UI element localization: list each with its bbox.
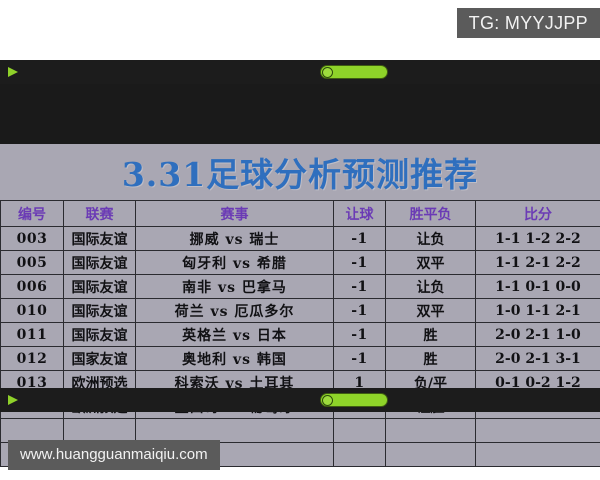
cell-handicap: -1 <box>333 226 386 251</box>
cell-no: 010 <box>0 298 64 323</box>
header-handicap: 让球 <box>333 200 386 227</box>
cell-no: 011 <box>0 322 64 347</box>
cell-empty <box>385 442 476 467</box>
cell-match: 匈牙利 vs 希腊 <box>135 250 334 275</box>
cell-result: 双平 <box>385 250 476 275</box>
table-body: 003 国际友谊 挪威 vs 瑞士 -1 让负 1-1 1-2 2-2 005 国际友谊 匈牙利… <box>0 226 600 467</box>
cell-handicap: -1 <box>333 298 386 323</box>
cell-result: 让负 <box>385 274 476 299</box>
cell-no: 006 <box>0 274 64 299</box>
cell-empty <box>0 418 64 443</box>
cell-handicap: -1 <box>333 274 386 299</box>
cell-handicap: -1 <box>333 250 386 275</box>
play-triangle-icon-bottom[interactable] <box>8 395 18 405</box>
progress-knob-icon-bottom[interactable] <box>322 395 333 406</box>
cell-score: 1-1 2-1 2-2 <box>475 250 600 275</box>
cell-match: 奥地利 vs 韩国 <box>135 346 334 371</box>
telegram-watermark: TG: MYYJJPP <box>456 8 600 38</box>
cell-league: 国际友谊 <box>63 250 136 275</box>
table-row: 006 国际友谊 南非 vs 巴拿马 -1 让负 1-1 0-1 0-0 <box>0 274 600 299</box>
cell-league: 国际友谊 <box>63 274 136 299</box>
cell-score: 2-0 2-1 1-0 <box>475 322 600 347</box>
cell-no: 012 <box>0 346 64 371</box>
cell-league: 国际友谊 <box>63 226 136 251</box>
cell-match: 南非 vs 巴拿马 <box>135 274 334 299</box>
cell-no: 003 <box>0 226 64 251</box>
progress-pill-bottom[interactable] <box>320 393 388 407</box>
predictions-table: 编号 联赛 赛事 让球 胜平负 比分 003 国际友谊 挪威 vs 瑞士 -1 让负 1-… <box>0 200 600 467</box>
cell-empty <box>333 418 386 443</box>
cell-league: 国际友谊 <box>63 298 136 323</box>
cell-result: 胜 <box>385 346 476 371</box>
cell-score: 1-0 1-1 2-1 <box>475 298 600 323</box>
table-row-empty <box>0 418 600 443</box>
cell-match: 英格兰 vs 日本 <box>135 322 334 347</box>
table-header-row: 编号 联赛 赛事 让球 胜平负 比分 <box>0 200 600 227</box>
cell-empty <box>135 418 334 443</box>
cell-handicap: -1 <box>333 346 386 371</box>
cell-score: 1-1 0-1 0-0 <box>475 274 600 299</box>
player-bottom-bar[interactable] <box>0 388 600 412</box>
cell-empty <box>63 418 136 443</box>
header-score: 比分 <box>475 200 600 227</box>
cell-empty <box>475 418 600 443</box>
cell-result: 让负 <box>385 226 476 251</box>
video-player[interactable]: 3.31足球分析预测推荐 编号 联赛 赛事 让球 胜平负 比分 <box>0 60 600 467</box>
table-row: 011 国际友谊 英格兰 vs 日本 -1 胜 2-0 2-1 1-0 <box>0 322 600 347</box>
player-top-bar[interactable] <box>0 60 600 84</box>
cell-league: 国际友谊 <box>63 322 136 347</box>
cell-match: 挪威 vs 瑞士 <box>135 226 334 251</box>
cell-match: 荷兰 vs 厄瓜多尔 <box>135 298 334 323</box>
site-watermark: www.huangguanmaiqiu.com <box>8 440 220 470</box>
cell-score: 1-1 1-2 2-2 <box>475 226 600 251</box>
cell-empty <box>475 442 600 467</box>
header-league: 联赛 <box>63 200 136 227</box>
progress-pill-top[interactable] <box>320 65 388 79</box>
play-triangle-icon[interactable] <box>8 67 18 77</box>
cell-no: 005 <box>0 250 64 275</box>
cell-score: 2-0 2-1 3-1 <box>475 346 600 371</box>
cell-empty <box>333 442 386 467</box>
cell-league: 国家友谊 <box>63 346 136 371</box>
header-match: 赛事 <box>135 200 334 227</box>
cell-result: 胜 <box>385 322 476 347</box>
table-row: 010 国际友谊 荷兰 vs 厄瓜多尔 -1 双平 1-0 1-1 2-1 <box>0 298 600 323</box>
table-row: 003 国际友谊 挪威 vs 瑞士 -1 让负 1-1 1-2 2-2 <box>0 226 600 251</box>
page-title: 3.31足球分析预测推荐 <box>121 155 479 194</box>
table-row: 012 国家友谊 奥地利 vs 韩国 -1 胜 2-0 2-1 3-1 <box>0 346 600 371</box>
cell-empty <box>385 418 476 443</box>
progress-knob-icon[interactable] <box>322 67 333 78</box>
header-no: 编号 <box>0 200 64 227</box>
cell-result: 双平 <box>385 298 476 323</box>
header-result: 胜平负 <box>385 200 476 227</box>
table-row: 005 国际友谊 匈牙利 vs 希腊 -1 双平 1-1 2-1 2-2 <box>0 250 600 275</box>
cell-handicap: -1 <box>333 322 386 347</box>
